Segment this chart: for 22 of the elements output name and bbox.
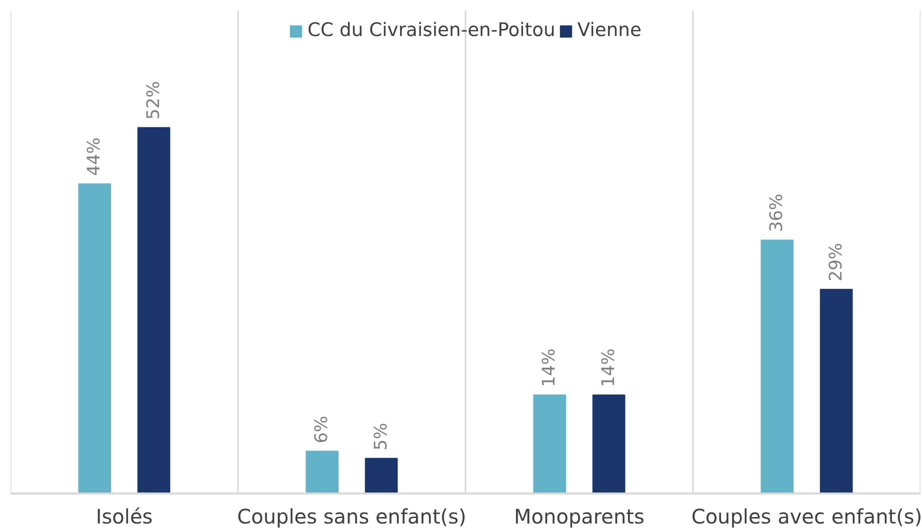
bar [533,394,566,494]
data-label: 5% [371,422,392,450]
bar [760,240,794,494]
bar [364,458,398,494]
data-label: 44% [84,137,105,176]
data-label: 52% [144,81,164,120]
legend-label: CC du Civraisien-en-Poitou [308,20,556,41]
data-label: 29% [826,242,846,282]
legend-label: Vienne [577,20,642,41]
bar [78,183,112,494]
data-label: 14% [540,348,560,387]
bar [592,394,626,494]
data-label: 36% [767,194,788,232]
bar [306,450,339,494]
x-tick-label: Isolés [96,504,153,528]
bar [820,288,853,494]
data-label: 14% [598,348,619,387]
data-label: 6% [312,416,332,444]
bar [137,127,170,494]
x-tick-label: Couples avec enfant(s) [691,504,922,528]
x-tick-label: Monoparents [514,504,644,528]
x-tick-label: Couples sans enfant(s) [237,504,466,528]
